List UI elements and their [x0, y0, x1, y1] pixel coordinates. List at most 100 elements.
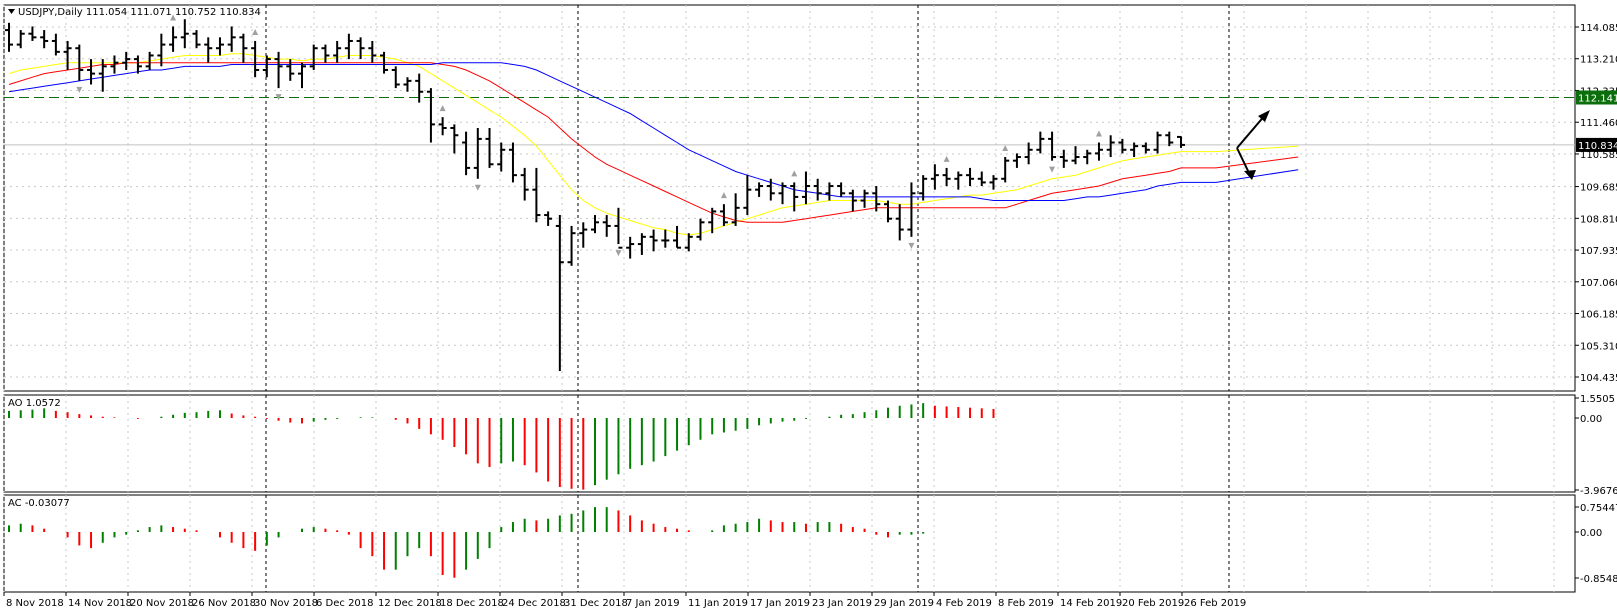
time-tick-label: 29 Jan 2019 [874, 598, 934, 609]
price-axis: 114.085113.210112.335111.460110.585109.6… [1575, 23, 1617, 585]
level-price-box [1576, 90, 1617, 105]
price-tick-label: 114.085 [1580, 23, 1617, 34]
time-tick-label: 4 Feb 2019 [936, 598, 992, 609]
price-tick-label: 106.185 [1580, 310, 1617, 321]
current-price-box [1576, 137, 1617, 152]
ohlc-bar [778, 182, 787, 205]
ohlc-bar [837, 182, 846, 197]
ohlc-bar [438, 117, 447, 136]
ohlc-bar [1118, 138, 1127, 154]
ohlc-bar [380, 51, 389, 74]
fractal-up-marker [439, 105, 446, 112]
ohlc-bar [755, 182, 764, 197]
ohlc-bar [110, 55, 119, 74]
ohlc-bar [848, 189, 857, 212]
ohlc-bar [790, 182, 799, 212]
ohlc-bar [626, 236, 635, 259]
ohlc-bar [930, 164, 939, 190]
ohlc-bar [884, 200, 892, 223]
ohlc-bar [333, 40, 342, 63]
arrow-up-line [1236, 113, 1267, 149]
ohlc-bar [462, 131, 471, 176]
ohlc-bar [919, 175, 928, 201]
ohlc-bar [204, 37, 213, 63]
ohlc-bar [473, 128, 482, 179]
ohlc-bar [1130, 142, 1139, 158]
fractal-up-marker [791, 170, 798, 177]
ohlc-bar [227, 26, 236, 52]
ohlc-bar [1059, 149, 1068, 168]
fractal-up-marker [1002, 145, 1009, 152]
ohlc-bar [5, 22, 13, 52]
ohlc-bar [122, 51, 131, 70]
ohlc-bar [98, 59, 107, 92]
time-tick-label: 14 Nov 2018 [68, 598, 132, 609]
ohlc-bar [719, 204, 728, 226]
ohlc-bar [1083, 149, 1092, 165]
ohlc-bar [813, 178, 822, 201]
fractal-down-marker [1049, 166, 1056, 173]
ohlc-bar [497, 142, 506, 172]
projection-arrows [1236, 110, 1270, 180]
time-tick-label: 8 Nov 2018 [6, 598, 64, 609]
price-tick-label: 109.685 [1580, 183, 1617, 194]
time-tick-label: 26 Feb 2019 [1184, 598, 1246, 609]
ohlc-bar [579, 222, 588, 248]
ohlc-bar [1141, 142, 1150, 154]
ohlc-bar [63, 40, 72, 70]
time-tick-label: 24 Dec 2018 [502, 598, 566, 609]
ohlc-bar [989, 175, 998, 190]
ohlc-bar [860, 189, 869, 208]
fractal-up-marker [943, 155, 950, 162]
ohlc-bar [251, 40, 260, 78]
moving-average-projection [1181, 169, 1299, 183]
ohlc-bar [649, 229, 658, 252]
current-price-label: 110.834 [1578, 141, 1617, 152]
ohlc-bar [368, 40, 377, 63]
ohlc-bar [75, 44, 84, 81]
moving-average-line [8, 62, 1182, 201]
ohlc-bar [708, 207, 717, 234]
ohlc-bar [51, 33, 60, 56]
ohlc-bar [825, 182, 834, 201]
collapse-triangle-icon[interactable] [8, 9, 15, 14]
ohlc-bar [215, 37, 224, 56]
price-tick-label: 113.210 [1580, 55, 1617, 66]
ohlc-bar [872, 186, 881, 212]
time-tick-label: 20 Feb 2019 [1122, 598, 1184, 609]
price-tick-label: 104.435 [1580, 373, 1617, 384]
ao-title: AO 1.0572 [8, 398, 61, 409]
ohlc-bar [262, 55, 271, 78]
arrow-down-line [1236, 147, 1251, 176]
ohlc-bar [532, 167, 541, 223]
time-tick-label: 7 Jan 2019 [626, 598, 680, 609]
price-tick-label: 107.060 [1580, 278, 1617, 289]
ac-tick-label: -0.85489 [1580, 574, 1617, 585]
price-tick-label: 105.310 [1580, 341, 1617, 352]
price-tick-label: 111.460 [1580, 118, 1617, 129]
ohlc-bar [766, 178, 775, 201]
time-tick-label: 14 Feb 2019 [1060, 598, 1122, 609]
fractal-down-marker [908, 242, 915, 249]
moving-average-projection [1181, 145, 1299, 153]
price-tick-label: 107.935 [1580, 246, 1617, 257]
fractal-down-marker [275, 94, 282, 101]
moving-average-line [8, 62, 1182, 223]
time-tick-label: 17 Jan 2019 [750, 598, 810, 609]
ohlc-bar [1177, 135, 1185, 148]
arrow-up-head [1258, 110, 1270, 122]
time-tick-label: 23 Jan 2019 [812, 598, 872, 609]
ohlc-bar [731, 193, 740, 226]
ohlc-bar [966, 167, 975, 187]
ohlc-bar [344, 33, 353, 60]
ohlc-bar [696, 218, 705, 241]
ohlc-bar [1001, 157, 1010, 183]
ohlc-bar [673, 225, 682, 249]
ohlc-bar [1012, 153, 1021, 168]
price-tick-label: 108.810 [1580, 214, 1617, 225]
ohlc-bar [485, 128, 494, 168]
price-bars [5, 19, 1185, 372]
fractal-up-marker [252, 28, 259, 35]
